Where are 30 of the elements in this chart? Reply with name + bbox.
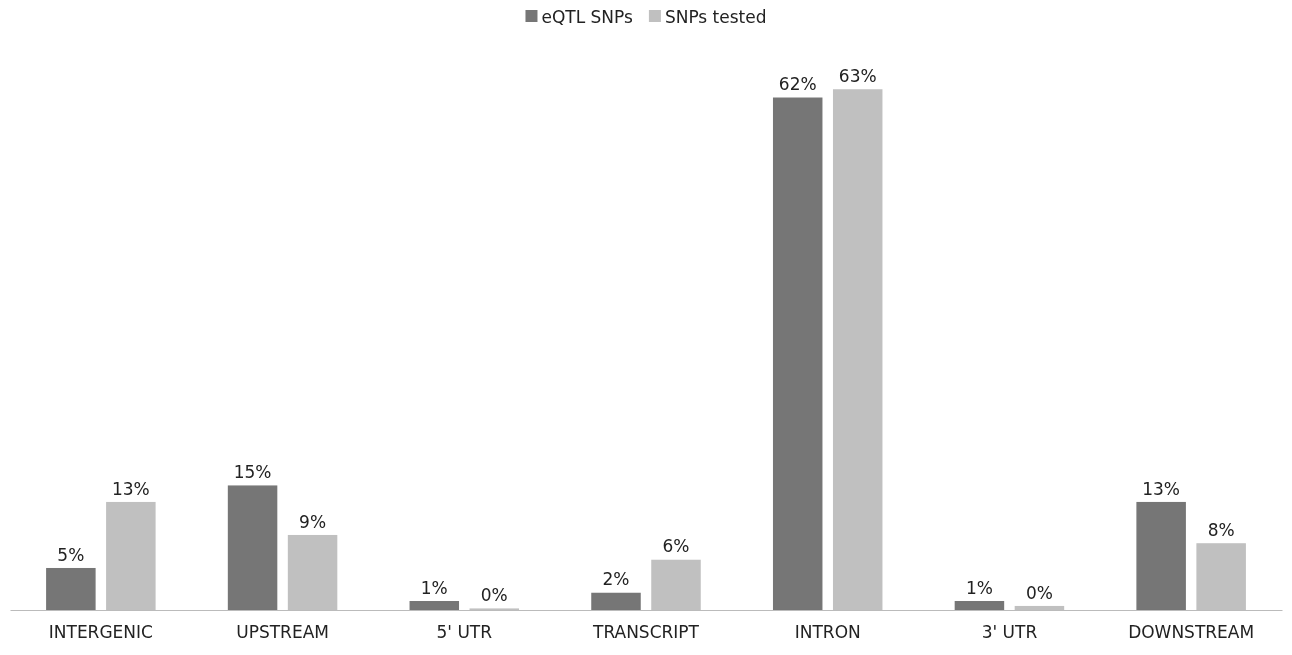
data-label: 13% bbox=[111, 478, 150, 499]
x-tick-label: 5' UTR bbox=[436, 622, 493, 643]
data-label: 13% bbox=[1142, 478, 1181, 499]
bar bbox=[591, 592, 641, 611]
data-label: 63% bbox=[838, 66, 877, 86]
x-tick-label: DOWNSTREAM bbox=[1128, 622, 1255, 643]
data-label: 6% bbox=[662, 536, 690, 557]
data-label: 0% bbox=[480, 585, 508, 606]
bar bbox=[227, 485, 278, 611]
data-label: 9% bbox=[299, 511, 327, 532]
data-label: 0% bbox=[1025, 582, 1053, 603]
data-label: 5% bbox=[57, 544, 85, 565]
x-tick-label: INTRON bbox=[794, 622, 861, 643]
bar bbox=[954, 601, 1005, 611]
legend-label: SNPs tested bbox=[664, 7, 767, 27]
data-label: 8% bbox=[1207, 519, 1235, 540]
data-label: 1% bbox=[965, 577, 993, 598]
data-label: 1% bbox=[420, 577, 448, 598]
bar bbox=[46, 567, 96, 611]
bar bbox=[772, 97, 823, 611]
data-label: 2% bbox=[602, 569, 630, 590]
data-label: 62% bbox=[778, 74, 817, 95]
x-tick-label: UPSTREAM bbox=[236, 622, 329, 643]
bar bbox=[1136, 501, 1186, 611]
x-tick-label: 3' UTR bbox=[981, 622, 1038, 643]
x-tick-label: TRANSCRIPT bbox=[592, 622, 700, 643]
legend-label: eQTL SNPs bbox=[541, 7, 634, 27]
x-tick-label: INTERGENIC bbox=[48, 622, 153, 643]
bar bbox=[409, 601, 460, 611]
data-label: 15% bbox=[233, 462, 272, 483]
